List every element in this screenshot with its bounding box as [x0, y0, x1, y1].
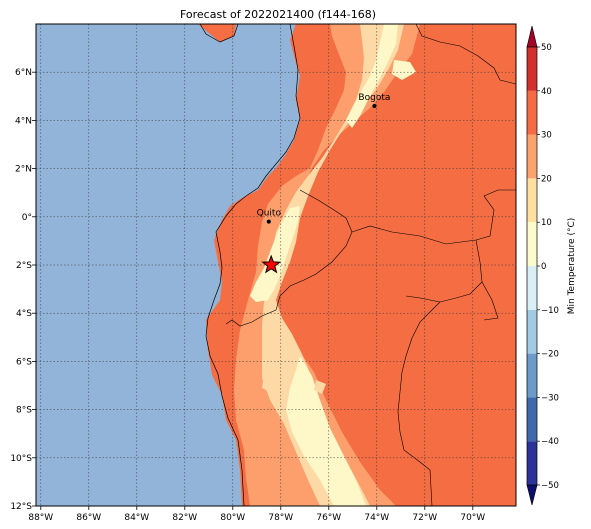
y-tick-label: 8°S: [16, 406, 32, 416]
colorbar-segment: [527, 134, 537, 179]
colorbar-tick-label: −40: [541, 437, 559, 447]
y-tick-label: 6°N: [15, 68, 32, 78]
x-tick-label: 84°W: [124, 513, 149, 523]
latitude-axis: 6°N 4°N 2°N 0° 2°S 4°S 6°S 8°S 10°S 12°S: [10, 68, 36, 512]
x-tick-label: 82°W: [172, 513, 197, 523]
colorbar-segment: [527, 397, 537, 442]
land-patch: [198, 24, 236, 42]
y-tick-label: 2°N: [15, 165, 32, 175]
colorbar-tick-label: 0: [541, 262, 546, 272]
land-temperature-cream: [286, 356, 366, 506]
colorbar-segment: [527, 353, 537, 398]
longitude-axis: 88°W 86°W 84°W 82°W 80°W 78°W 76°W 74°W 72°W 70°W: [28, 506, 485, 523]
y-tick-label: 10°S: [10, 454, 32, 464]
colorbar-tick-label: 20: [541, 174, 552, 184]
colorbar-label: Min Temperature (°C): [567, 217, 577, 315]
colorbar-tick-label: −50: [541, 481, 559, 491]
colorbar-segment: [527, 222, 537, 266]
city-dot: [266, 219, 271, 224]
y-tick-label: 2°S: [16, 261, 32, 271]
star-marker: [261, 254, 282, 274]
x-tick-label: 80°W: [220, 513, 245, 523]
x-tick-label: 76°W: [316, 513, 341, 523]
colorbar-segment: [527, 309, 537, 354]
colorbar-segment: [527, 178, 537, 223]
coastline: [205, 24, 301, 506]
colorbar-segment: [527, 90, 537, 135]
y-tick-label: 6°S: [16, 357, 32, 367]
x-tick-label: 72°W: [412, 513, 437, 523]
city-dot: [372, 103, 377, 108]
colorbar-tick-label: −20: [541, 350, 559, 360]
colorbar-segment: [527, 441, 537, 485]
colorbar-tick-label: 40: [541, 87, 552, 97]
coastline: [199, 24, 239, 43]
location-star-icon: [261, 254, 282, 274]
x-tick-label: 74°W: [364, 513, 389, 523]
y-tick-label: 12°S: [10, 502, 32, 512]
colorbar-tick-label: −30: [541, 393, 559, 403]
city-label: Quito: [257, 209, 282, 219]
land-temperature-cream: [346, 24, 398, 128]
y-tick-label: 4°S: [16, 309, 32, 319]
x-tick-label: 86°W: [76, 513, 101, 523]
colorbar-extend-low: [526, 484, 538, 506]
colorbar-tick-label: 50: [541, 43, 552, 53]
colorbar-tick-label: −10: [541, 306, 559, 316]
colorbar-extend-high: [526, 25, 538, 48]
colorbar-tick-label: 30: [541, 131, 552, 141]
city-markers: Quito Bogota: [257, 93, 390, 224]
colorbar-tick-label: 10: [541, 218, 552, 228]
x-tick-label: 88°W: [28, 513, 53, 523]
city-label: Bogota: [358, 93, 390, 103]
x-tick-label: 78°W: [268, 513, 293, 523]
colorbar: [526, 25, 538, 506]
map-title: Forecast of 2022021400 (f144-168): [179, 8, 377, 21]
y-tick-label: 4°N: [15, 116, 32, 126]
land-temperature-cream: [392, 60, 416, 80]
colorbar-segment: [527, 266, 537, 310]
colorbar-segment: [527, 47, 537, 91]
country-borders: [225, 24, 516, 506]
x-tick-label: 70°W: [460, 513, 485, 523]
colorbar-ticks: 50 40 30 20 10 0 −10 −20 −30 −40 −50: [537, 43, 559, 491]
y-tick-label: 0°: [22, 213, 32, 223]
